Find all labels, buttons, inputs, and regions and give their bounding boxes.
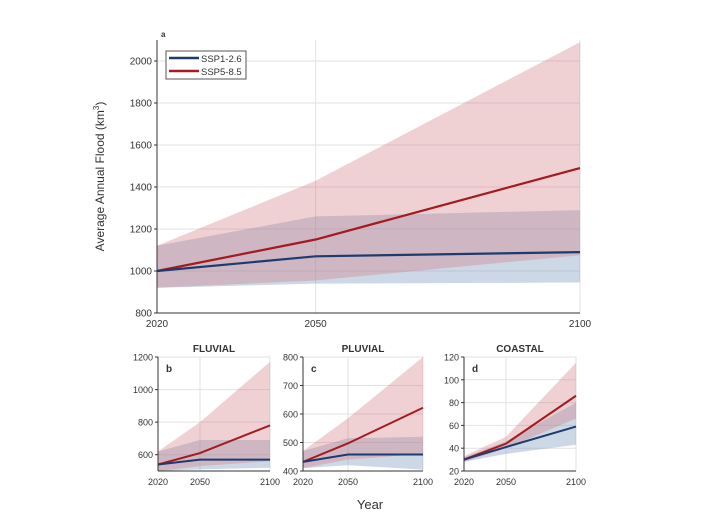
legend-entry: SSP5-8.5 (201, 67, 242, 78)
y-tick-label: 1000 (130, 267, 153, 278)
uncertainty-band-ssp585 (303, 357, 423, 469)
panel-d: 20 40 60 80 100 120 2020 2050 2100 d COASTAL (444, 344, 586, 487)
panel-title: PLUVIAL (342, 344, 385, 355)
x-tick-label: 2020 (148, 477, 168, 487)
panel-label: a (161, 30, 166, 39)
y-tick-label: 600 (283, 410, 298, 420)
legend-entry: SSP1-2.6 (201, 54, 242, 65)
uncertainty-band-ssp126 (157, 210, 580, 288)
x-tick-label: 2100 (566, 477, 586, 487)
y-tick-label: 80 (449, 398, 459, 408)
x-tick-label: 2050 (190, 477, 210, 487)
y-tick-label: 800 (138, 418, 153, 428)
uncertainty-band-ssp126 (158, 440, 270, 471)
panel-title: FLUVIAL (193, 344, 235, 355)
panel-a: 800 1000 1200 1400 1600 1800 2000 2020 2050 2100 a… (92, 30, 592, 330)
y-tick-label: 40 (449, 444, 459, 454)
y-tick-label: 400 (283, 467, 298, 477)
y-tick-label: 500 (283, 438, 298, 448)
y-tick-label: 20 (449, 467, 459, 477)
x-tick-label: 2050 (496, 477, 516, 487)
y-tick-label: 100 (444, 375, 459, 385)
uncertainty-band-ssp126 (464, 402, 576, 462)
panel-b: 600 800 1000 1200 2020 2050 2100 b FLUVIAL (133, 344, 280, 487)
x-tick-label: 2020 (146, 319, 169, 330)
x-tick-label: 2020 (293, 477, 313, 487)
y-tick-label: 1400 (130, 183, 153, 194)
panel-c: 400 500 600 700 800 2020 2050 2100 c PLUVIAL (283, 344, 433, 487)
y-tick-label: 700 (283, 381, 298, 391)
legend-box (165, 50, 247, 80)
legend: SSP1-2.6 SSP5-8.5 (165, 50, 247, 80)
x-tick-label: 2050 (338, 477, 358, 487)
y-tick-label: 600 (138, 450, 153, 460)
uncertainty-band-ssp585 (157, 42, 580, 288)
x-tick-label: 2020 (454, 477, 474, 487)
panel-label: b (166, 364, 172, 375)
panel-label: d (472, 364, 478, 375)
x-tick-label: 2100 (569, 319, 592, 330)
shared-xlabel: Year (357, 497, 384, 512)
y-tick-label: 1600 (130, 141, 153, 152)
x-tick-label: 2100 (260, 477, 280, 487)
x-tick-label: 2050 (305, 319, 328, 330)
panel-title: COASTAL (496, 344, 544, 355)
y-tick-label: 800 (135, 309, 152, 320)
y-tick-label: 120 (444, 353, 459, 363)
y-tick-label: 1800 (130, 99, 153, 110)
x-tick-label: 2100 (413, 477, 433, 487)
y-tick-label: 60 (449, 421, 459, 431)
y-axis-label: Average Annual Flood (km3) (92, 102, 107, 252)
y-tick-label: 1200 (130, 225, 153, 236)
uncertainty-band-ssp585 (158, 361, 270, 471)
y-tick-label: 800 (283, 353, 298, 363)
y-tick-label: 2000 (130, 57, 153, 68)
y-tick-label: 1000 (133, 385, 153, 395)
uncertainty-band-ssp126 (303, 436, 423, 470)
y-tick-label: 1200 (133, 353, 153, 363)
panel-label: c (311, 364, 317, 375)
